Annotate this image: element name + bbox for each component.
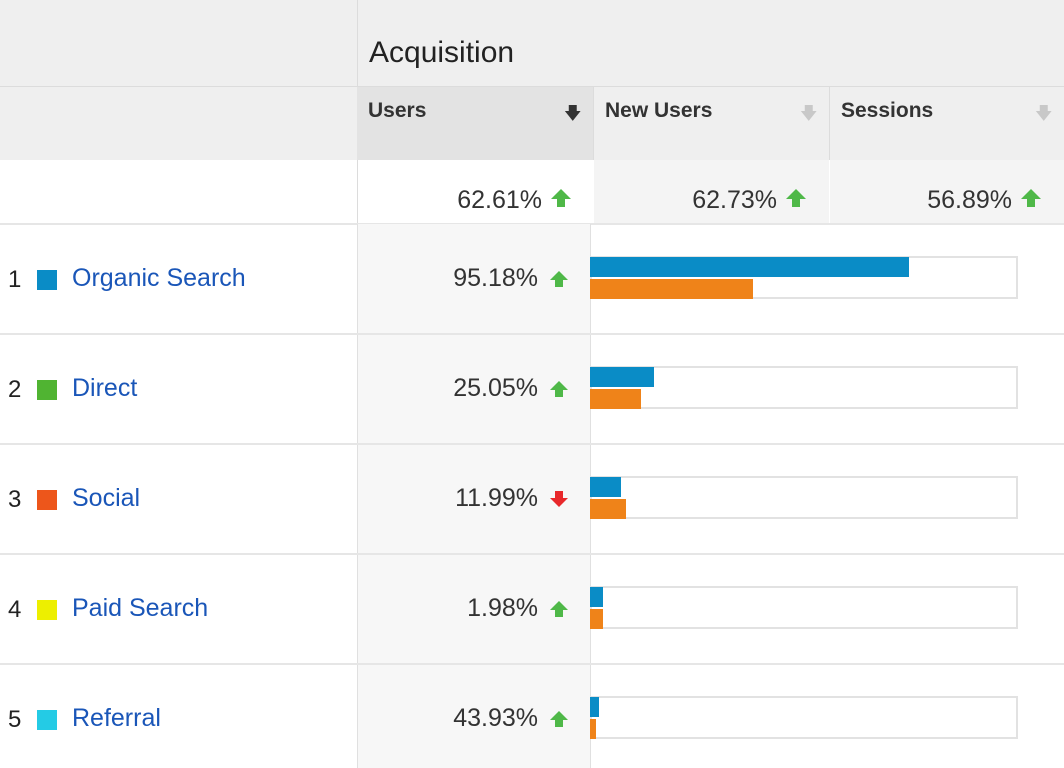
column-header-users[interactable]: Users 🡇 [357,87,593,160]
total-new-users-cell: 62.73% [594,160,829,223]
users-change-value: 25.05% [453,374,538,402]
previous-period-bar [590,389,641,409]
acquisition-title: Acquisition [369,36,515,69]
column-separator [829,87,830,223]
previous-period-bar [590,499,626,519]
previous-period-bar [590,609,603,629]
current-period-bar [590,257,909,277]
users-change-value: 11.99% [455,484,538,512]
row-rank: 5 [8,706,22,733]
current-period-bar [590,587,603,607]
comparison-bar-frame [590,696,1018,739]
users-change-value: 1.98% [467,594,538,622]
header-divider [0,86,1064,87]
channel-color-swatch [37,490,57,510]
channel-link-organic-search[interactable]: Organic Search [72,264,246,292]
trend-up-icon [550,381,568,397]
current-period-bar [590,477,621,497]
channel-color-swatch [37,600,57,620]
trend-up-icon [786,189,806,207]
column-separator [593,87,594,223]
arrow-down-icon: 🡇 [564,104,582,123]
total-sessions-value: 56.89% [927,186,1012,214]
channel-color-swatch [37,710,57,730]
total-users-value: 62.61% [457,186,542,214]
total-users-cell: 62.61% [357,160,594,223]
arrow-down-icon: 🡇 [1035,104,1053,123]
channel-link-referral[interactable]: Referral [72,704,161,732]
users-change-value: 95.18% [453,264,538,292]
previous-period-bar [590,719,596,739]
channel-link-paid-search[interactable]: Paid Search [72,594,209,622]
total-new-users-value: 62.73% [692,186,777,214]
arrow-down-icon: 🡇 [800,104,818,123]
row-divider [0,553,1064,555]
trend-down-icon [550,491,568,507]
row-divider [0,333,1064,335]
row-rank: 4 [8,596,22,623]
total-sessions-cell: 56.89% [830,160,1064,223]
row-divider [0,663,1064,665]
column-header-sessions[interactable]: Sessions 🡇 [830,87,1064,160]
row-rank: 3 [8,486,22,513]
channel-color-swatch [37,380,57,400]
trend-up-icon [550,271,568,287]
column-label-sessions: Sessions [841,99,934,122]
trend-up-icon [551,189,571,207]
channel-color-swatch [37,270,57,290]
current-period-bar [590,697,599,717]
header-empty-area [0,0,357,160]
previous-period-bar [590,279,753,299]
comparison-bar-frame [590,476,1018,519]
users-change-value: 43.93% [453,704,538,732]
channel-link-social[interactable]: Social [72,484,141,512]
row-divider [0,443,1064,445]
channel-link-direct[interactable]: Direct [72,374,138,402]
users-column-background [357,224,591,768]
trend-up-icon [1021,189,1041,207]
row-rank: 1 [8,266,22,293]
row-rank: 2 [8,376,22,403]
column-header-new-users[interactable]: New Users 🡇 [594,87,829,160]
column-label-new-users: New Users [605,99,713,122]
trend-up-icon [550,601,568,617]
column-label-users: Users [368,99,427,122]
trend-up-icon [550,711,568,727]
comparison-bar-frame [590,586,1018,629]
current-period-bar [590,367,654,387]
acquisition-group-header [357,0,1064,86]
comparison-bar-frame [590,366,1018,409]
